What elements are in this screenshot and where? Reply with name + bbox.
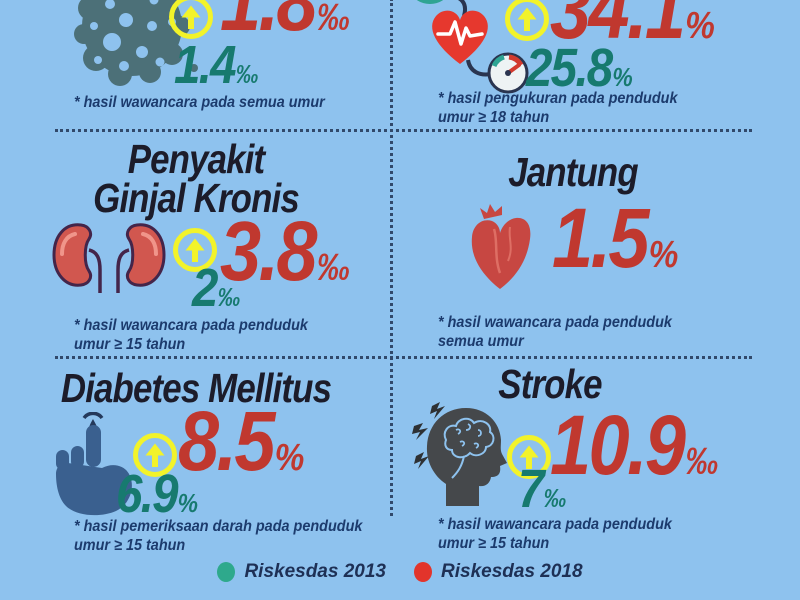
panel-footnote: * hasil wawancara pada penduduk umur ≥ 15… [438,516,672,553]
unit: ‰ [685,441,718,483]
panel-title: Stroke [498,361,602,407]
value-2018: 10.9‰ [550,398,719,492]
horizontal-dotted-divider [55,356,752,359]
value-2018: 34.1% [550,0,715,56]
unit: ‰ [543,483,567,513]
increase-arrow-icon [504,0,550,42]
value-2013: 1.4‰ [174,35,259,95]
panel-title: Diabetes Mellitus [60,365,332,411]
panel-stroke: Stroke 10.9‰ 7‰ * hasil wawancara [392,358,800,556]
increase-arrow-icon [506,434,552,480]
legend-dot-2013 [217,562,236,582]
unit: ‰ [316,247,350,289]
value-2013: 25.8% [526,38,633,98]
horizontal-dotted-divider [55,129,752,132]
legend-dot-2018 [414,562,432,582]
panel-jantung: Jantung 1.5% * hasil wawancara pada pend… [392,132,800,358]
panel-footnote: * hasil wawancara pada penduduk umur ≥ 15… [74,317,308,354]
panel-title: Jantung [508,149,638,195]
panel-top-right-blood-pressure: 34.1% 25.8% * hasil pengukuran pada pend… [392,0,800,132]
value-2013: 2‰ [192,258,241,318]
vertical-dotted-divider [390,0,393,516]
panel-footnote: * hasil wawancara pada penduduk semua umu… [438,314,672,351]
unit: ‰ [235,59,259,89]
blood-pressure-icon [416,0,529,94]
legend: Riskesdas 2013 Riskesdas 2018 [0,561,800,583]
legend-item-riskesdas-2018: Riskesdas 2018 [414,561,583,583]
unit: % [612,62,632,92]
legend-item-riskesdas-2013: Riskesdas 2013 [217,561,386,583]
unit: % [274,437,305,479]
value-2018: 1.5% [552,191,679,285]
panel-footnote: * hasil pemeriksaan darah pada penduduk u… [74,518,363,555]
kidneys-icon [52,222,166,295]
unit: ‰ [217,282,241,312]
value-2018: 3.8‰ [220,204,350,298]
unit: % [177,488,198,518]
legend-label: Riskesdas 2013 [244,561,386,582]
unit: % [648,234,679,276]
panel-title: Penyakit Ginjal Kronis [93,136,300,221]
value-2018: 1.8‰ [220,0,350,43]
legend-label: Riskesdas 2018 [441,561,583,582]
unit: ‰ [316,0,350,39]
value-2018: 8.5% [178,394,305,488]
unit: % [685,5,715,47]
panel-penyakit-ginjal-kronis: Penyakit Ginjal Kronis 3.8‰ 2‰ * hasil w… [0,132,392,358]
value-2013: 7‰ [518,459,567,519]
heart-icon [471,204,531,289]
panel-footnote: * hasil wawancara pada semua umur [74,94,325,111]
value-2013: 6.9% [116,464,198,524]
panel-top-left-cell: 1.8‰ 1.4‰ * hasil wawancara pada semua u… [0,0,392,132]
increase-arrow-icon [172,227,218,273]
stroke-head-icon [412,402,507,506]
panel-footnote: * hasil pengukuran pada penduduk umur ≥ 1… [438,90,678,127]
panel-diabetes-mellitus: Diabetes Mellitus 8.5% 6.9% * hasil peme… [0,358,392,556]
increase-arrow-icon [168,0,214,40]
blood-test-hand-icon [56,412,132,516]
increase-arrow-icon [132,432,178,478]
